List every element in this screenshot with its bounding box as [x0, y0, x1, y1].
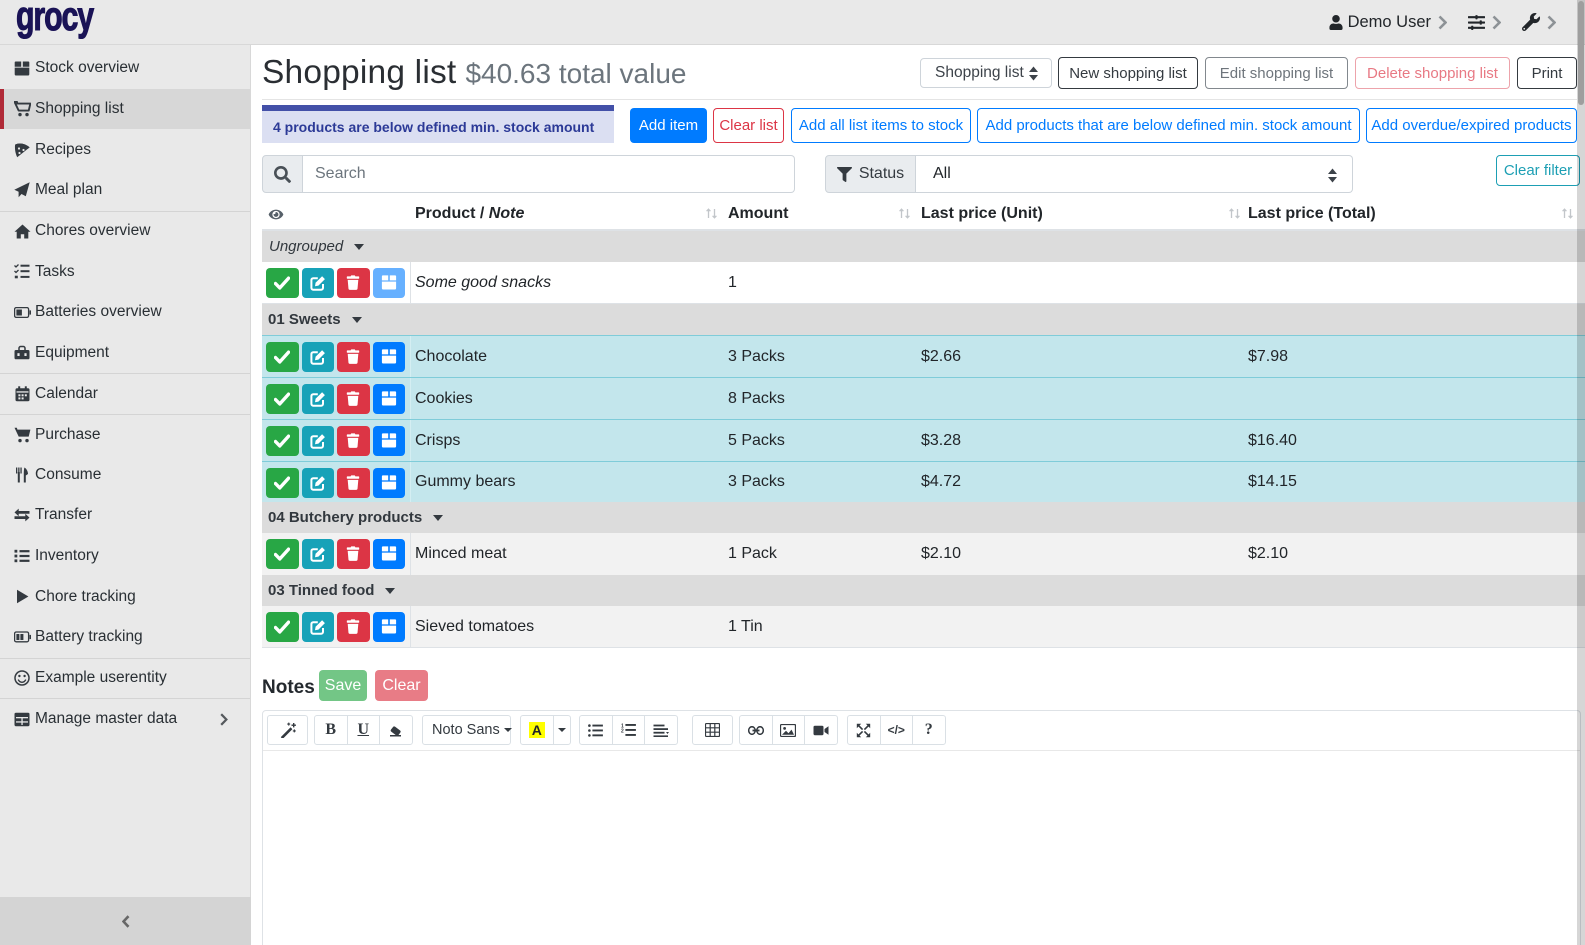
svg-text:1: 1	[621, 724, 624, 730]
svg-text:2: 2	[621, 729, 624, 735]
